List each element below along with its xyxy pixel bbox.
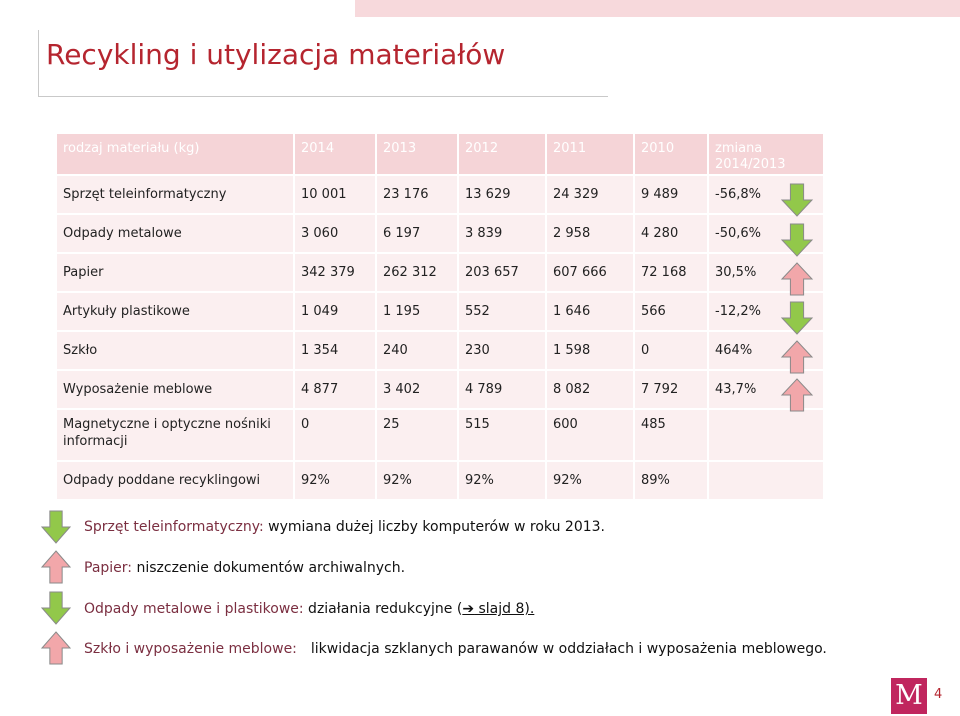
row-label: Odpady poddane recyklingowi	[57, 462, 293, 499]
down-arrow-icon	[40, 510, 72, 544]
header-year-2013: 2013	[377, 134, 457, 174]
table-header-row: rodzaj materiału (kg) 2014 2013 2012 201…	[57, 134, 823, 174]
cell-value: 10 001	[295, 176, 375, 213]
page-number: 4	[934, 687, 943, 702]
explanation-note: Szkło i wyposażenie meblowe: likwidacja s…	[84, 641, 827, 657]
note-label: Sprzęt teleinformatyczny:	[84, 519, 264, 535]
header-material: rodzaj materiału (kg)	[57, 134, 293, 174]
cell-value: 8 082	[547, 371, 633, 408]
cell-change: 30,5%	[709, 254, 823, 291]
header-year-2010: 2010	[635, 134, 707, 174]
cell-change: -50,6%	[709, 215, 823, 252]
cell-value: 6 197	[377, 215, 457, 252]
cell-value: 7 792	[635, 371, 707, 408]
cell-value: 92%	[459, 462, 545, 499]
table-row: Odpady metalowe 3 060 6 197 3 839 2 958 4 280…	[57, 215, 823, 252]
right-arrow-icon: ➔	[462, 601, 475, 617]
down-arrow-icon	[40, 591, 72, 625]
header-year-2012: 2012	[459, 134, 545, 174]
title-vertical-rule	[38, 30, 39, 96]
header-year-2014: 2014	[295, 134, 375, 174]
cell-value: 203 657	[459, 254, 545, 291]
cell-value: 23 176	[377, 176, 457, 213]
cell-value: 552	[459, 293, 545, 330]
note-text: niszczenie dokumentów archiwalnych.	[132, 560, 406, 576]
cell-value: 515	[459, 410, 545, 460]
row-label: Odpady metalowe	[57, 215, 293, 252]
note-label: Odpady metalowe i plastikowe:	[84, 601, 304, 617]
cell-value: 3 402	[377, 371, 457, 408]
header-change: zmiana 2014/2013	[709, 134, 823, 174]
row-label: Magnetyczne i optyczne nośniki informacj…	[57, 410, 293, 460]
cell-change: 43,7%	[709, 371, 823, 408]
slide-title: Recykling i utylizacja materiałów	[46, 38, 506, 71]
row-label: Papier	[57, 254, 293, 291]
cell-value: 1 049	[295, 293, 375, 330]
cell-value: 0	[635, 332, 707, 369]
cell-value: 92%	[547, 462, 633, 499]
cell-value: 230	[459, 332, 545, 369]
cell-value: 4 789	[459, 371, 545, 408]
up-arrow-icon	[40, 550, 72, 584]
row-label: Wyposażenie meblowe	[57, 371, 293, 408]
slide-reference-text: slajd 8).	[474, 601, 535, 617]
cell-value: 72 168	[635, 254, 707, 291]
cell-value: 13 629	[459, 176, 545, 213]
logo-letter: M	[895, 680, 923, 711]
cell-change	[709, 410, 823, 460]
explanation-note: Sprzęt teleinformatyczny: wymiana dużej …	[84, 519, 605, 535]
cell-value: 566	[635, 293, 707, 330]
header-year-2011: 2011	[547, 134, 633, 174]
cell-value: 0	[295, 410, 375, 460]
table-row: Artykuły plastikowe 1 049 1 195 552 1 646 566…	[57, 293, 823, 330]
cell-value: 3 839	[459, 215, 545, 252]
cell-value: 4 877	[295, 371, 375, 408]
note-label: Papier:	[84, 560, 133, 576]
title-horizontal-rule	[38, 96, 608, 97]
table-row: Papier 342 379 262 312 203 657 607 666 72 168…	[57, 254, 823, 291]
cell-value: 92%	[295, 462, 375, 499]
cell-value: 342 379	[295, 254, 375, 291]
cell-change: -56,8%	[709, 176, 823, 213]
logo: M	[891, 678, 927, 714]
cell-value: 1 646	[547, 293, 633, 330]
explanation-note: Papier: niszczenie dokumentów archiwalny…	[84, 560, 405, 576]
cell-value: 92%	[377, 462, 457, 499]
cell-change: -12,2%	[709, 293, 823, 330]
note-text: wymiana dużej liczby komputerów w roku 2…	[263, 519, 605, 535]
table-row: Szkło 1 354 240 230 1 598 0 464%	[57, 332, 823, 369]
cell-value: 3 060	[295, 215, 375, 252]
row-label: Artykuły plastikowe	[57, 293, 293, 330]
slide-reference-link[interactable]: ➔ slajd 8).	[462, 601, 534, 617]
row-label: Sprzęt teleinformatyczny	[57, 176, 293, 213]
cell-value: 485	[635, 410, 707, 460]
table-row: Odpady poddane recyklingowi 92% 92% 92% 92% 8…	[57, 462, 823, 499]
cell-value: 600	[547, 410, 633, 460]
cell-value: 24 329	[547, 176, 633, 213]
table-row: Sprzęt teleinformatyczny 10 001 23 176 13 6…	[57, 176, 823, 213]
materials-table: rodzaj materiału (kg) 2014 2013 2012 201…	[55, 132, 825, 501]
cell-value: 9 489	[635, 176, 707, 213]
table-row: Magnetyczne i optyczne nośniki informacj…	[57, 410, 823, 460]
cell-change	[709, 462, 823, 499]
cell-value: 25	[377, 410, 457, 460]
explanation-note: Odpady metalowe i plastikowe: działania …	[84, 601, 534, 617]
note-label: Szkło i wyposażenie meblowe:	[84, 641, 297, 657]
cell-value: 89%	[635, 462, 707, 499]
cell-value: 240	[377, 332, 457, 369]
note-text: działania redukcyjne (	[303, 601, 463, 617]
cell-value: 1 598	[547, 332, 633, 369]
cell-value: 262 312	[377, 254, 457, 291]
top-decorative-band	[355, 0, 960, 17]
row-label: Szkło	[57, 332, 293, 369]
table-row: Wyposażenie meblowe 4 877 3 402 4 789 8 082 7…	[57, 371, 823, 408]
up-arrow-icon	[40, 631, 72, 665]
cell-change: 464%	[709, 332, 823, 369]
cell-value: 1 354	[295, 332, 375, 369]
cell-value: 607 666	[547, 254, 633, 291]
note-text: likwidacja szklanych parawanów w oddział…	[310, 641, 827, 657]
cell-value: 2 958	[547, 215, 633, 252]
cell-value: 1 195	[377, 293, 457, 330]
cell-value: 4 280	[635, 215, 707, 252]
